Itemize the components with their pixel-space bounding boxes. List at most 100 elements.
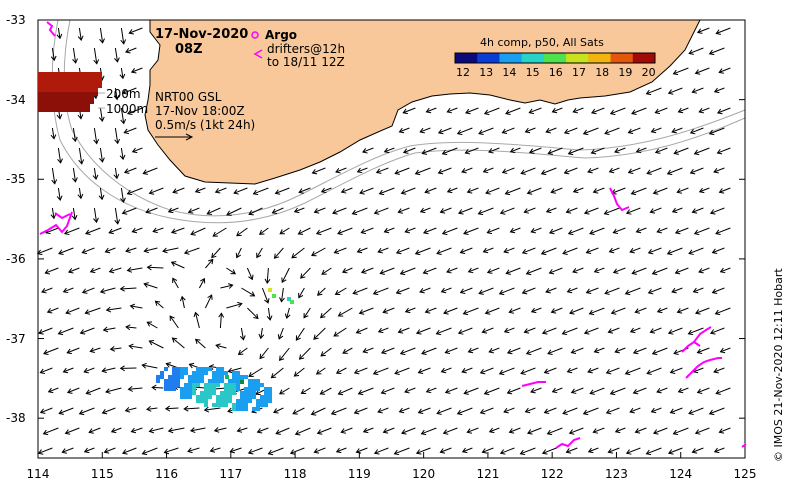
current-arrow-head [334, 289, 341, 296]
current-arrow [697, 387, 710, 394]
current-arrow [525, 127, 536, 133]
sst-pixel [78, 100, 82, 104]
current-arrow-head [43, 349, 49, 356]
sst-pixel [46, 96, 50, 100]
current-arrow-head [65, 309, 71, 315]
current-arrow [226, 303, 242, 309]
sst-pixel [62, 84, 66, 88]
current-arrow-head [266, 315, 273, 321]
current-arrow-head [667, 89, 674, 95]
current-arrow [545, 287, 557, 293]
current-arrow [314, 447, 326, 453]
current-arrow [383, 307, 395, 313]
current-arrow [165, 407, 179, 410]
x-tick-label: 116 [155, 467, 178, 481]
current-arrow [147, 321, 158, 329]
sst-pixel [200, 371, 204, 375]
sst-pixel [74, 72, 78, 76]
sst-pixel [98, 72, 102, 76]
current-arrow [400, 267, 416, 275]
current-arrow [333, 327, 347, 337]
sst-pixel [204, 383, 208, 387]
current-arrow [438, 127, 452, 134]
current-arrow [352, 207, 368, 215]
current-arrow-head [362, 347, 368, 354]
current-arrow-head [293, 207, 300, 214]
current-arrow-head [183, 249, 190, 255]
current-arrow [715, 227, 731, 235]
current-arrow [520, 367, 536, 375]
current-arrow-head [340, 188, 347, 194]
current-arrow-head [503, 407, 509, 414]
current-arrow [58, 327, 74, 335]
current-arrow-head [172, 188, 178, 194]
current-arrow-head [398, 407, 405, 414]
current-arrow-head [647, 248, 654, 255]
current-arrow [551, 187, 563, 193]
sst-pixel [220, 391, 224, 395]
current-arrow [541, 167, 557, 175]
current-arrow [542, 327, 557, 334]
current-arrow [237, 427, 248, 432]
current-arrow [331, 407, 347, 415]
current-arrow [146, 207, 158, 213]
current-arrow [102, 407, 116, 414]
current-arrow-head [113, 94, 120, 101]
current-arrow [527, 187, 542, 194]
sst-pixel [62, 88, 66, 92]
sst-pixel [66, 104, 70, 108]
current-arrow [507, 387, 521, 394]
current-arrow [625, 367, 641, 375]
current-arrow-head [206, 209, 212, 215]
current-arrow [205, 259, 214, 269]
current-arrow-head [377, 247, 383, 254]
sst-pixel [180, 387, 184, 391]
sst-pixel [252, 391, 256, 395]
current-arrow [51, 47, 55, 61]
sst-pixel [66, 96, 70, 100]
sst-pixel [62, 92, 66, 96]
current-arrow [480, 367, 494, 374]
current-arrow [363, 427, 374, 433]
current-arrow [124, 167, 137, 173]
current-arrow [562, 327, 578, 335]
current-arrow-head [676, 308, 683, 314]
sst-pixel [256, 383, 260, 387]
sst-pixel [66, 88, 70, 92]
current-arrow-head [651, 349, 658, 356]
current-arrow [422, 147, 437, 154]
current-arrow [500, 447, 515, 454]
current-arrow [321, 187, 332, 193]
current-arrow-head [248, 274, 254, 281]
sst-pixel [200, 391, 204, 395]
current-arrow-head [463, 229, 469, 235]
current-arrow [436, 247, 452, 255]
current-arrow-head [550, 188, 556, 194]
current-arrow [670, 407, 683, 414]
current-arrow [717, 107, 731, 114]
current-arrow [615, 427, 626, 433]
sst-pixel [82, 72, 86, 76]
current-arrow-head [483, 109, 490, 116]
current-arrow [120, 107, 125, 124]
sst-pixel [156, 379, 160, 383]
current-arrow-head [380, 348, 387, 355]
sst-pixel [232, 391, 236, 395]
current-arrow [478, 207, 494, 215]
current-arrow [86, 387, 101, 394]
current-arrow [341, 427, 353, 433]
sst-pixel [54, 96, 58, 100]
current-arrow [226, 267, 236, 275]
sst-pixel [90, 80, 94, 84]
current-arrow-head [404, 227, 410, 234]
sst-pixel [228, 387, 232, 391]
current-arrow [416, 327, 431, 334]
sst-pixel [164, 379, 168, 383]
current-arrow-head [298, 354, 305, 360]
current-arrow-head [44, 269, 51, 275]
current-arrow-head [377, 327, 384, 334]
current-arrow [398, 207, 410, 213]
sst-pixel [164, 367, 168, 371]
current-arrow [401, 427, 416, 434]
current-arrow-head [711, 288, 718, 294]
